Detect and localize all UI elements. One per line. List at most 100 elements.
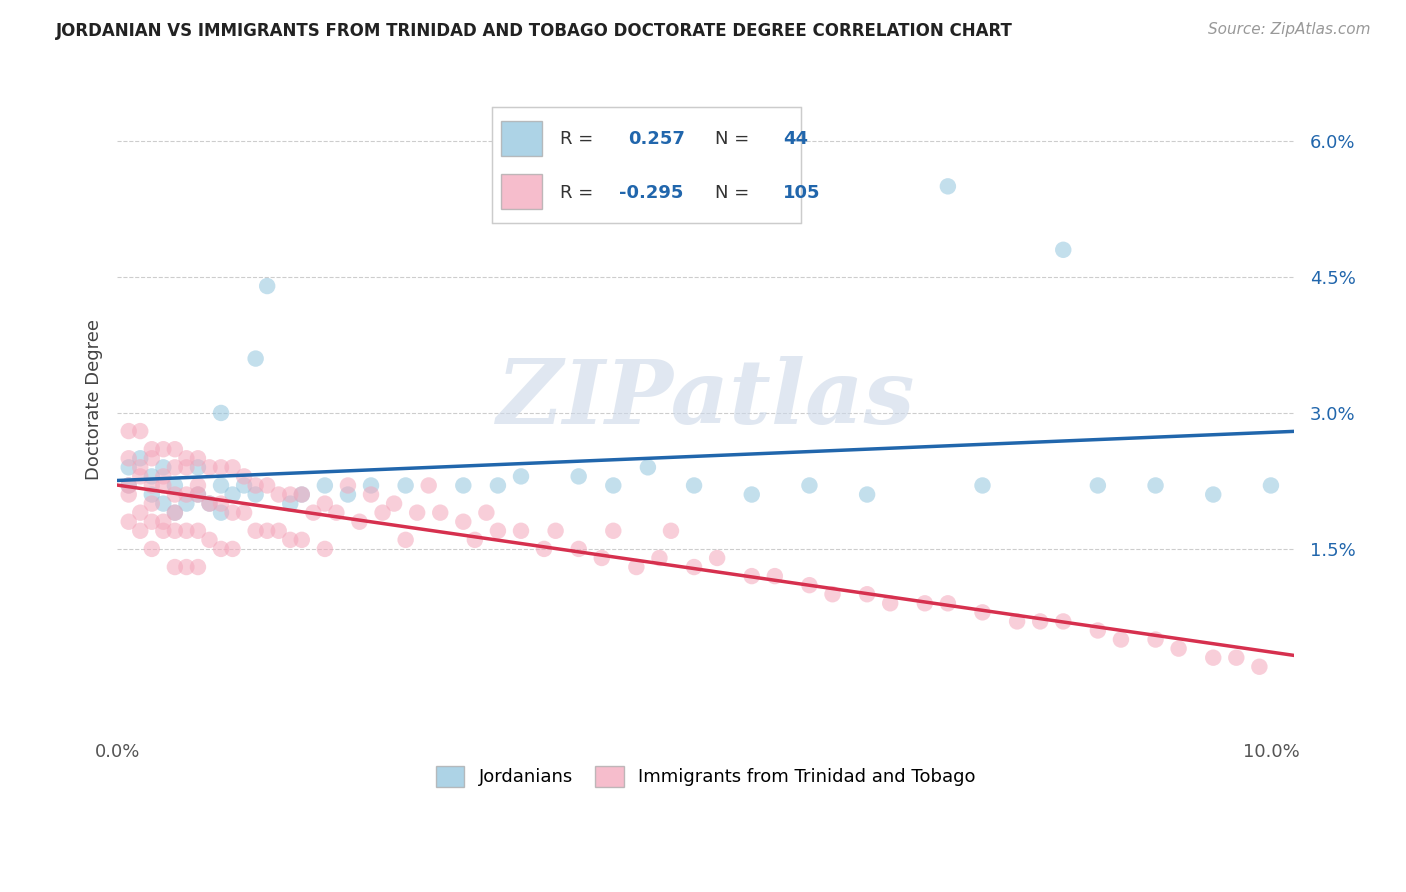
Point (129, 460, 152, 475)
Point (314, 497, 336, 511)
Point (1005, 615, 1028, 629)
Point (1260, 478, 1282, 492)
Point (336, 478, 359, 492)
Point (129, 424, 152, 438)
Point (245, 351, 267, 366)
Point (291, 487, 314, 501)
Text: 105: 105 (783, 184, 820, 202)
Point (799, 578, 821, 592)
Point (486, 524, 509, 538)
Point (453, 478, 475, 492)
Point (1167, 641, 1189, 656)
Point (856, 587, 879, 601)
Point (291, 533, 314, 547)
FancyBboxPatch shape (502, 121, 541, 156)
Point (453, 515, 475, 529)
Point (233, 469, 256, 483)
Text: 44: 44 (783, 130, 808, 148)
Point (245, 524, 267, 538)
Text: N =: N = (714, 130, 755, 148)
Y-axis label: Doctorate Degree: Doctorate Degree (86, 318, 103, 480)
Point (972, 478, 994, 492)
Point (118, 478, 141, 492)
Point (163, 487, 186, 501)
Point (152, 469, 174, 483)
Point (533, 541, 555, 556)
Point (118, 515, 141, 529)
Point (163, 506, 186, 520)
Point (394, 478, 416, 492)
Point (1202, 487, 1225, 501)
Point (187, 487, 209, 501)
Point (176, 524, 198, 538)
Point (187, 478, 209, 492)
Point (360, 487, 382, 501)
Point (349, 515, 371, 529)
Text: ZIPatlas: ZIPatlas (496, 356, 914, 442)
Point (198, 497, 221, 511)
Point (152, 478, 174, 492)
Point (879, 596, 901, 610)
Point (118, 487, 141, 501)
Point (302, 506, 325, 520)
Point (152, 515, 174, 529)
Text: R =: R = (560, 184, 599, 202)
Point (152, 524, 174, 538)
Point (1029, 615, 1052, 629)
Point (221, 460, 243, 475)
Point (602, 524, 624, 538)
Point (741, 487, 763, 501)
Point (1225, 650, 1247, 665)
Point (475, 506, 498, 520)
Point (209, 541, 232, 556)
Point (510, 469, 533, 483)
Point (233, 506, 256, 520)
Point (1249, 659, 1271, 673)
Point (187, 524, 209, 538)
Point (198, 533, 221, 547)
Point (821, 587, 844, 601)
Point (209, 460, 232, 475)
Point (267, 524, 290, 538)
Point (198, 460, 221, 475)
Point (129, 524, 152, 538)
Point (152, 442, 174, 457)
Point (209, 506, 232, 520)
Text: 0.257: 0.257 (628, 130, 685, 148)
Point (233, 478, 256, 492)
Point (972, 606, 994, 620)
Point (1202, 650, 1225, 665)
Point (176, 460, 198, 475)
Point (141, 478, 163, 492)
Point (198, 497, 221, 511)
Point (152, 497, 174, 511)
Point (360, 478, 382, 492)
Point (1144, 632, 1167, 647)
Point (176, 451, 198, 466)
Point (163, 442, 186, 457)
Point (1087, 624, 1109, 638)
Point (221, 541, 243, 556)
Point (418, 478, 440, 492)
Point (464, 533, 486, 547)
Point (763, 569, 786, 583)
Point (648, 551, 671, 566)
Point (141, 541, 163, 556)
Point (118, 451, 141, 466)
Point (314, 478, 336, 492)
Point (568, 469, 591, 483)
Point (118, 424, 141, 438)
Point (163, 478, 186, 492)
Point (336, 487, 359, 501)
Point (163, 506, 186, 520)
Point (637, 460, 659, 475)
Point (141, 487, 163, 501)
Point (187, 487, 209, 501)
Point (221, 506, 243, 520)
Text: -0.295: -0.295 (619, 184, 683, 202)
Point (141, 451, 163, 466)
Point (936, 596, 959, 610)
Point (278, 487, 301, 501)
Point (141, 442, 163, 457)
Point (683, 560, 706, 574)
